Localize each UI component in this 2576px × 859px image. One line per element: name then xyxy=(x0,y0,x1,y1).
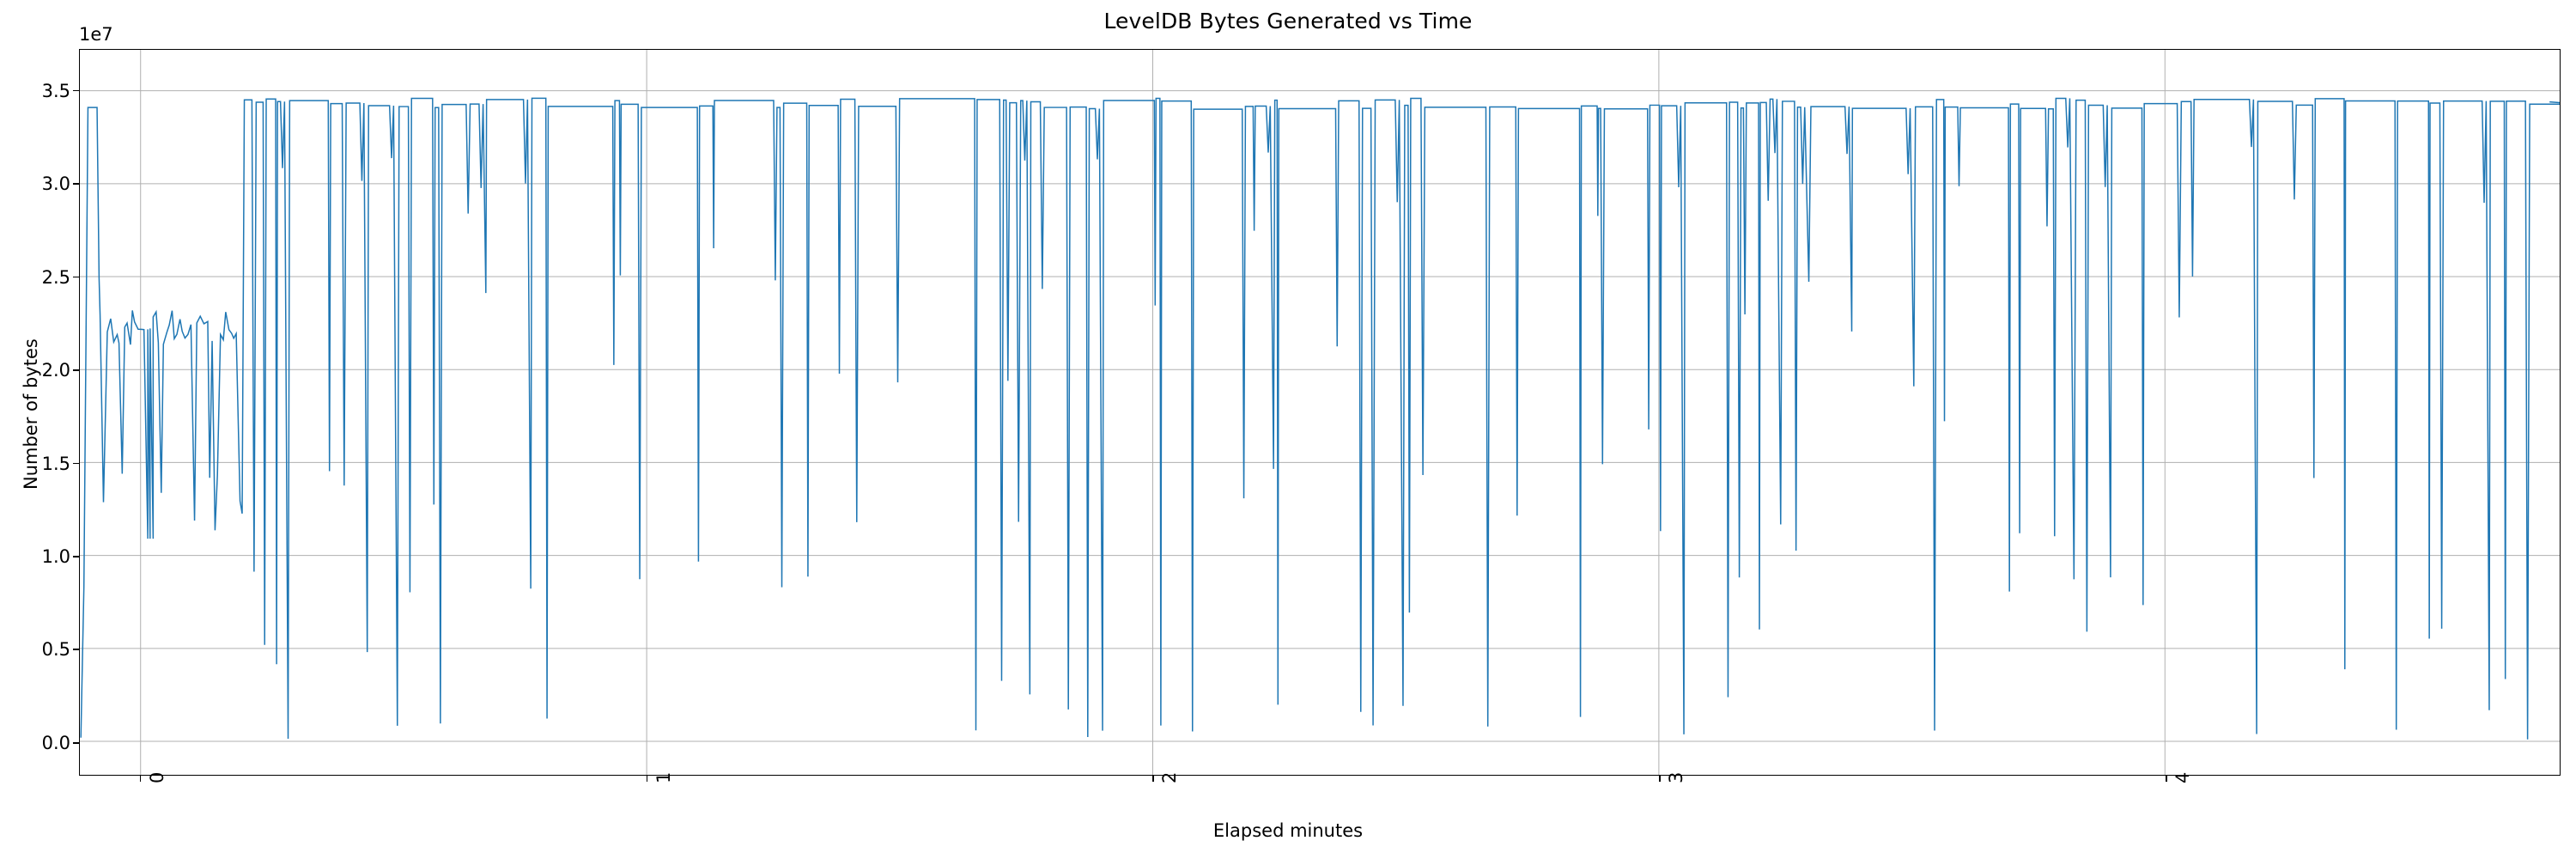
y-tick-mark xyxy=(73,462,79,465)
x-axis-label: Elapsed minutes xyxy=(1212,820,1364,841)
y-tick-label: 3.0 xyxy=(41,174,70,195)
y-tick-label-group: 0.0 0.5 1.0 1.5 2.0 2.5 3.0 3.5 xyxy=(0,0,70,859)
y-axis-offset-text: 1e7 xyxy=(79,24,113,45)
x-tick-label: 1 xyxy=(653,771,674,783)
x-tick-label: 0 xyxy=(146,771,167,783)
y-tick-label: 3.5 xyxy=(41,80,70,101)
plot-area xyxy=(79,49,2561,776)
x-tick-mark xyxy=(2165,776,2167,782)
y-tick-label: 0.0 xyxy=(41,732,70,753)
x-tick-mark xyxy=(646,776,648,782)
data-series-line xyxy=(80,97,2560,740)
y-tick-label: 2.5 xyxy=(41,266,70,288)
y-tick-mark xyxy=(73,556,79,557)
grid-lines xyxy=(80,50,2560,775)
x-tick-mark xyxy=(1152,776,1154,782)
y-tick-mark xyxy=(73,89,79,92)
y-axis-label: Number of bytes xyxy=(21,338,41,490)
y-tick-mark xyxy=(73,649,79,651)
y-tick-label: 2.0 xyxy=(41,360,70,381)
y-tick-label: 1.5 xyxy=(41,453,70,474)
x-tick-label: 4 xyxy=(2172,771,2193,783)
y-tick-mark xyxy=(73,369,79,371)
chart-title: LevelDB Bytes Generated vs Time xyxy=(1103,9,1473,34)
x-tick-label: 3 xyxy=(1666,771,1687,783)
y-tick-mark xyxy=(73,183,79,185)
y-tick-mark xyxy=(73,741,79,744)
y-tick-label: 0.5 xyxy=(41,639,70,661)
x-tick-mark xyxy=(139,776,142,782)
x-tick-mark xyxy=(1659,776,1661,782)
y-tick-label: 1.0 xyxy=(41,546,70,568)
y-tick-mark xyxy=(73,276,79,278)
x-tick-label: 2 xyxy=(1159,771,1181,783)
